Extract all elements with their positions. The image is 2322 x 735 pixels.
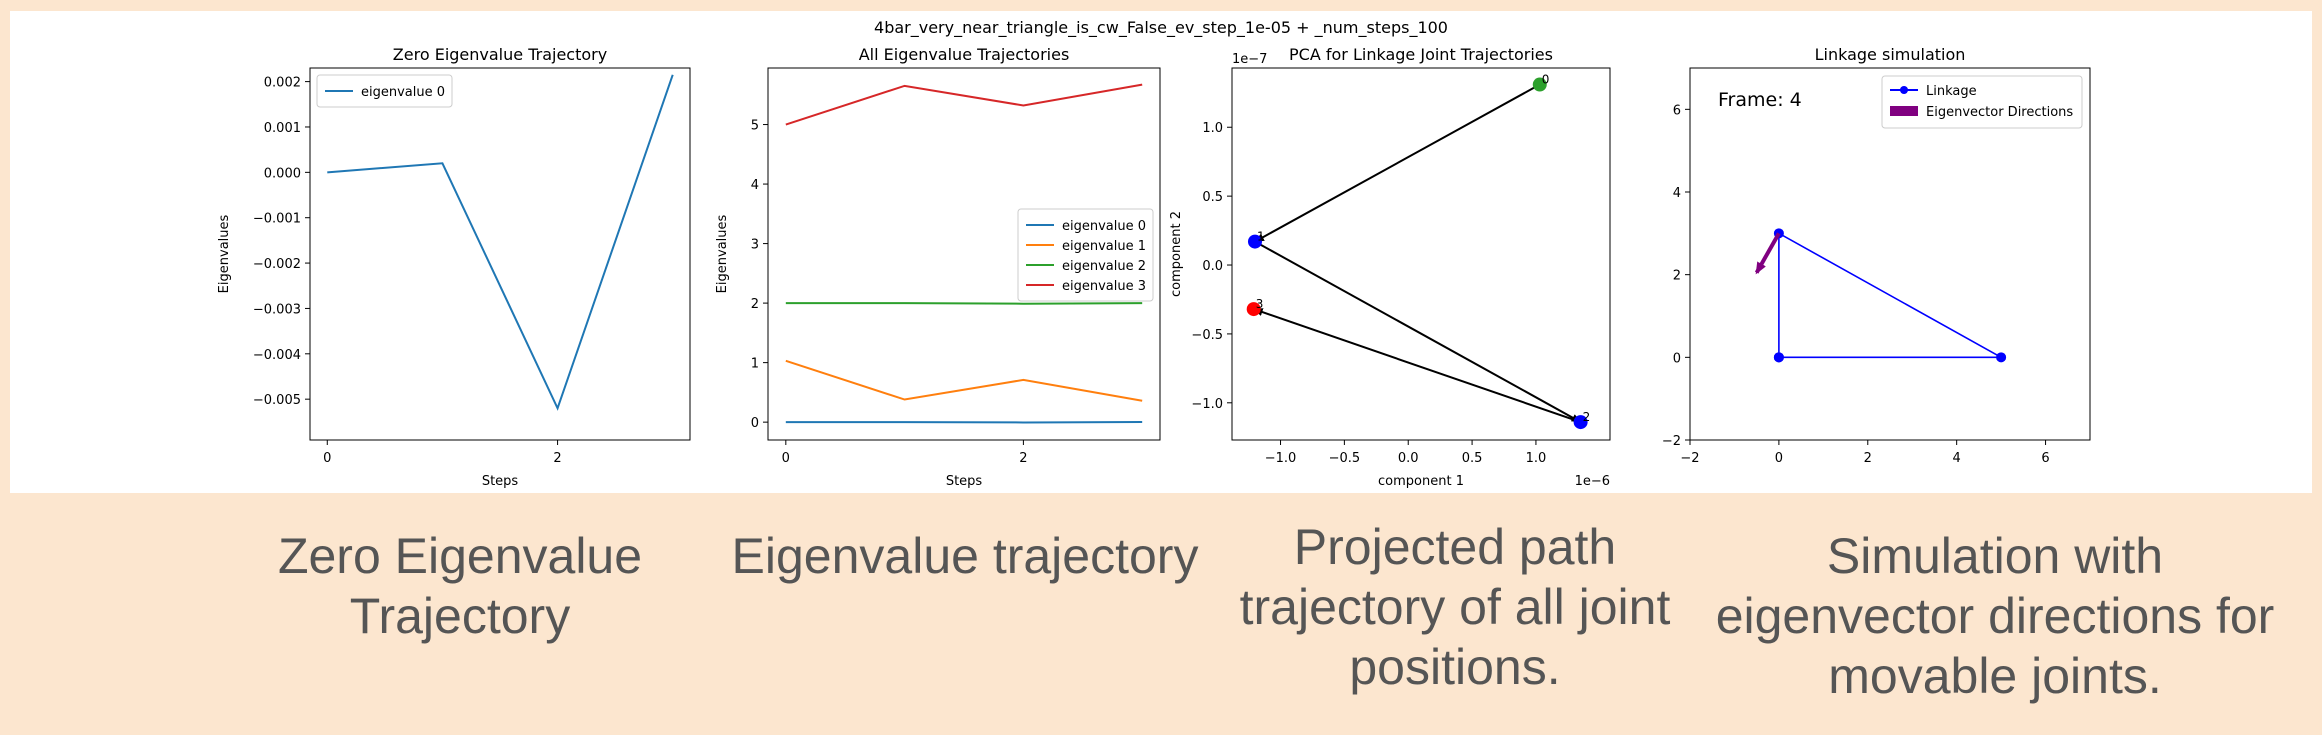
plot-frame — [1231, 67, 1611, 441]
y-tick-label: −0.005 — [253, 393, 301, 408]
y-tick-label: 0.001 — [264, 121, 301, 136]
x-tick-label: −0.5 — [1329, 451, 1361, 466]
joint-point — [1573, 415, 1588, 430]
x-axis-label: component 1 — [1378, 474, 1464, 489]
y-tick-label: 2 — [1673, 269, 1681, 284]
linkage-line — [1778, 231, 2005, 359]
x-tick-label: 2 — [553, 451, 561, 466]
legend-box — [316, 74, 453, 108]
y-tick-label: 0 — [751, 416, 759, 431]
y-tick-label: −0.003 — [253, 302, 301, 317]
y-tick-label: 1.0 — [1202, 121, 1223, 136]
x-tick-label: 0.0 — [1398, 451, 1419, 466]
legend-label: Linkage — [1926, 84, 1977, 99]
trajectory-arrow — [1252, 308, 1581, 424]
y-tick-label: −0.001 — [253, 212, 301, 227]
legend-box — [1017, 208, 1154, 302]
joint-point — [1532, 77, 1547, 92]
x-tick-label: 4 — [1953, 451, 1961, 466]
y-tick-label: 0 — [1673, 351, 1681, 366]
x-tick-label: 0 — [782, 451, 790, 466]
series-line — [785, 83, 1143, 126]
legend-marker — [1900, 86, 1908, 94]
x-tick-label: −1.0 — [1265, 451, 1297, 466]
legend-label: eigenvalue 0 — [361, 85, 445, 100]
y-tick-label: −2 — [1662, 434, 1681, 449]
chart-0: Zero Eigenvalue Trajectory 0 2 0.002 0.001 0.… — [217, 45, 691, 489]
caption-projected-path: Projected path trajectory of all joint p… — [1239, 519, 1671, 695]
x-tick-label: 2 — [1019, 451, 1027, 466]
legend-label: eigenvalue 1 — [1062, 239, 1146, 254]
y-tick-label: 0.0 — [1202, 259, 1223, 274]
plot-frame — [309, 67, 691, 441]
x-axis-label: Steps — [482, 474, 519, 489]
legend-label: eigenvalue 0 — [1062, 219, 1146, 234]
y-tick-label: 1 — [751, 357, 759, 372]
legend-label: eigenvalue 3 — [1062, 279, 1146, 294]
chart-title: Linkage simulation — [1815, 45, 1966, 64]
series-line — [327, 74, 674, 411]
y-tick-label: 0.002 — [264, 76, 301, 91]
chart-title: Zero Eigenvalue Trajectory — [393, 45, 607, 64]
x-axis-label: Steps — [946, 474, 983, 489]
y-axis-label: Eigenvalues — [217, 214, 232, 293]
joint-label: 3 — [1256, 297, 1264, 311]
y-tick-label: 3 — [751, 238, 759, 253]
plot-frame — [767, 67, 1161, 441]
y-tick-label: −0.004 — [253, 348, 301, 363]
chart-3: Linkage simulation −2 0 2 4 6 −2 0 2 4 6 Frame: 4 Li… — [1662, 45, 2091, 466]
y-axis-label: Eigenvalues — [715, 214, 730, 293]
trajectory-arrow — [1254, 240, 1582, 423]
x-offset-text: 1e−6 — [1575, 474, 1610, 489]
y-tick-label: −1.0 — [1191, 397, 1223, 412]
chart-1: All Eigenvalue Trajectories 0 2 0 1 2 3 4 5 Steps… — [715, 45, 1161, 489]
chart-2: PCA for Linkage Joint Trajectories −1.0 −0… — [1169, 45, 1611, 489]
y-tick-label: −0.5 — [1191, 328, 1223, 343]
legend-label: eigenvalue 2 — [1062, 259, 1146, 274]
legend-box — [1881, 75, 2083, 129]
y-tick-label: 5 — [751, 119, 759, 134]
y-offset-text: 1e−7 — [1232, 52, 1267, 67]
joint-label: 0 — [1542, 73, 1550, 87]
eigenvector-arrow — [1754, 232, 1781, 275]
x-tick-label: 1.0 — [1526, 451, 1547, 466]
frame-label: Frame: 4 — [1718, 89, 1802, 111]
y-tick-label: 4 — [1673, 186, 1681, 201]
linkage-joint — [1773, 352, 1784, 363]
x-tick-label: 0.5 — [1462, 451, 1483, 466]
series-line — [785, 302, 1143, 305]
y-tick-label: 4 — [751, 178, 759, 193]
caption-eigenvalue-trajectory: Eigenvalue trajectory — [731, 528, 1199, 584]
x-tick-label: −2 — [1680, 451, 1699, 466]
y-tick-label: 0.5 — [1202, 190, 1223, 205]
x-tick-label: 2 — [1864, 451, 1872, 466]
y-axis-label: component 2 — [1169, 211, 1184, 297]
chart-title: PCA for Linkage Joint Trajectories — [1289, 45, 1553, 64]
legend-swatch — [1890, 106, 1918, 116]
y-tick-label: 2 — [751, 297, 759, 312]
x-tick-label: 0 — [323, 451, 331, 466]
chart-title: All Eigenvalue Trajectories — [859, 45, 1070, 64]
y-tick-label: 0.000 — [264, 166, 301, 181]
trajectory-arrow — [1254, 83, 1541, 243]
linkage-joint — [1996, 352, 2007, 363]
x-tick-label: 0 — [1775, 451, 1783, 466]
caption-zero-eigenvalue: Zero Eigenvalue Trajectory — [277, 528, 643, 644]
joint-label: 2 — [1583, 410, 1591, 424]
figure-suptitle: 4bar_very_near_triangle_is_cw_False_ev_s… — [874, 18, 1448, 38]
x-tick-label: 6 — [2041, 451, 2049, 466]
joint-point — [1246, 302, 1261, 317]
legend-label: Eigenvector Directions — [1926, 105, 2073, 120]
joint-point — [1247, 234, 1262, 249]
plot-frame — [1689, 67, 2091, 441]
caption-simulation: Simulation with eigenvector directions f… — [1715, 528, 2275, 704]
y-tick-label: −0.002 — [253, 257, 301, 272]
y-tick-label: 6 — [1673, 103, 1681, 118]
series-line — [785, 359, 1143, 402]
joint-label: 1 — [1257, 230, 1265, 244]
